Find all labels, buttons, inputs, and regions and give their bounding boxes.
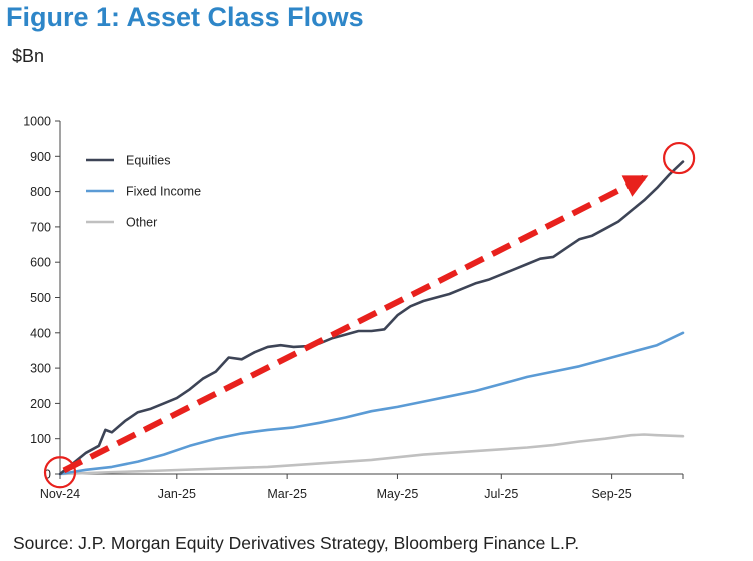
y-tick-label: 900 bbox=[30, 150, 51, 164]
y-tick-label: 700 bbox=[30, 220, 51, 234]
y-tick-label: 1000 bbox=[23, 115, 51, 129]
start-highlight-circle bbox=[43, 456, 77, 489]
legend-label-other: Other bbox=[126, 216, 157, 230]
x-tick-label: Nov-24 bbox=[40, 487, 80, 501]
y-tick-label: 800 bbox=[30, 185, 51, 199]
y-tick-label: 0 bbox=[44, 468, 51, 482]
trend-arrow bbox=[62, 174, 649, 474]
y-tick-label: 400 bbox=[30, 326, 51, 340]
x-tick-label: May-25 bbox=[377, 487, 419, 501]
x-tick-label: Jan-25 bbox=[158, 487, 196, 501]
y-tick-label: 600 bbox=[30, 256, 51, 270]
y-tick-label: 300 bbox=[30, 362, 51, 376]
series-layer bbox=[58, 160, 685, 476]
x-tick-label: Jul-25 bbox=[484, 487, 518, 501]
axes-layer: 0 100 200 300 400 500 600 700 800 900 1000 Nov-24 Ja… bbox=[23, 115, 684, 501]
y-tick-label: 500 bbox=[30, 291, 51, 305]
source-note: Source: J.P. Morgan Equity Derivatives S… bbox=[13, 533, 580, 553]
x-tick-label: Mar-25 bbox=[267, 487, 307, 501]
end-highlight-circle bbox=[663, 141, 696, 175]
asset-class-flows-chart: 0 100 200 300 400 500 600 700 800 900 1000 Nov-24 Ja… bbox=[23, 115, 696, 501]
unit-label: $Bn bbox=[12, 46, 45, 66]
y-tick-label: 100 bbox=[30, 432, 51, 446]
figure-title: Figure 1: Asset Class Flows bbox=[6, 2, 364, 32]
x-tick-label: Sep-25 bbox=[591, 487, 631, 501]
legend-label-equities: Equities bbox=[126, 154, 170, 168]
y-tick-label: 200 bbox=[30, 397, 51, 411]
legend-label-fixed-income: Fixed Income bbox=[126, 185, 201, 199]
series-line-other bbox=[58, 433, 685, 476]
series-line-equities bbox=[58, 160, 685, 476]
legend: Equities Fixed Income Other bbox=[86, 154, 201, 230]
series-line-fixed-income bbox=[58, 331, 685, 476]
annotation-layer bbox=[43, 141, 696, 489]
